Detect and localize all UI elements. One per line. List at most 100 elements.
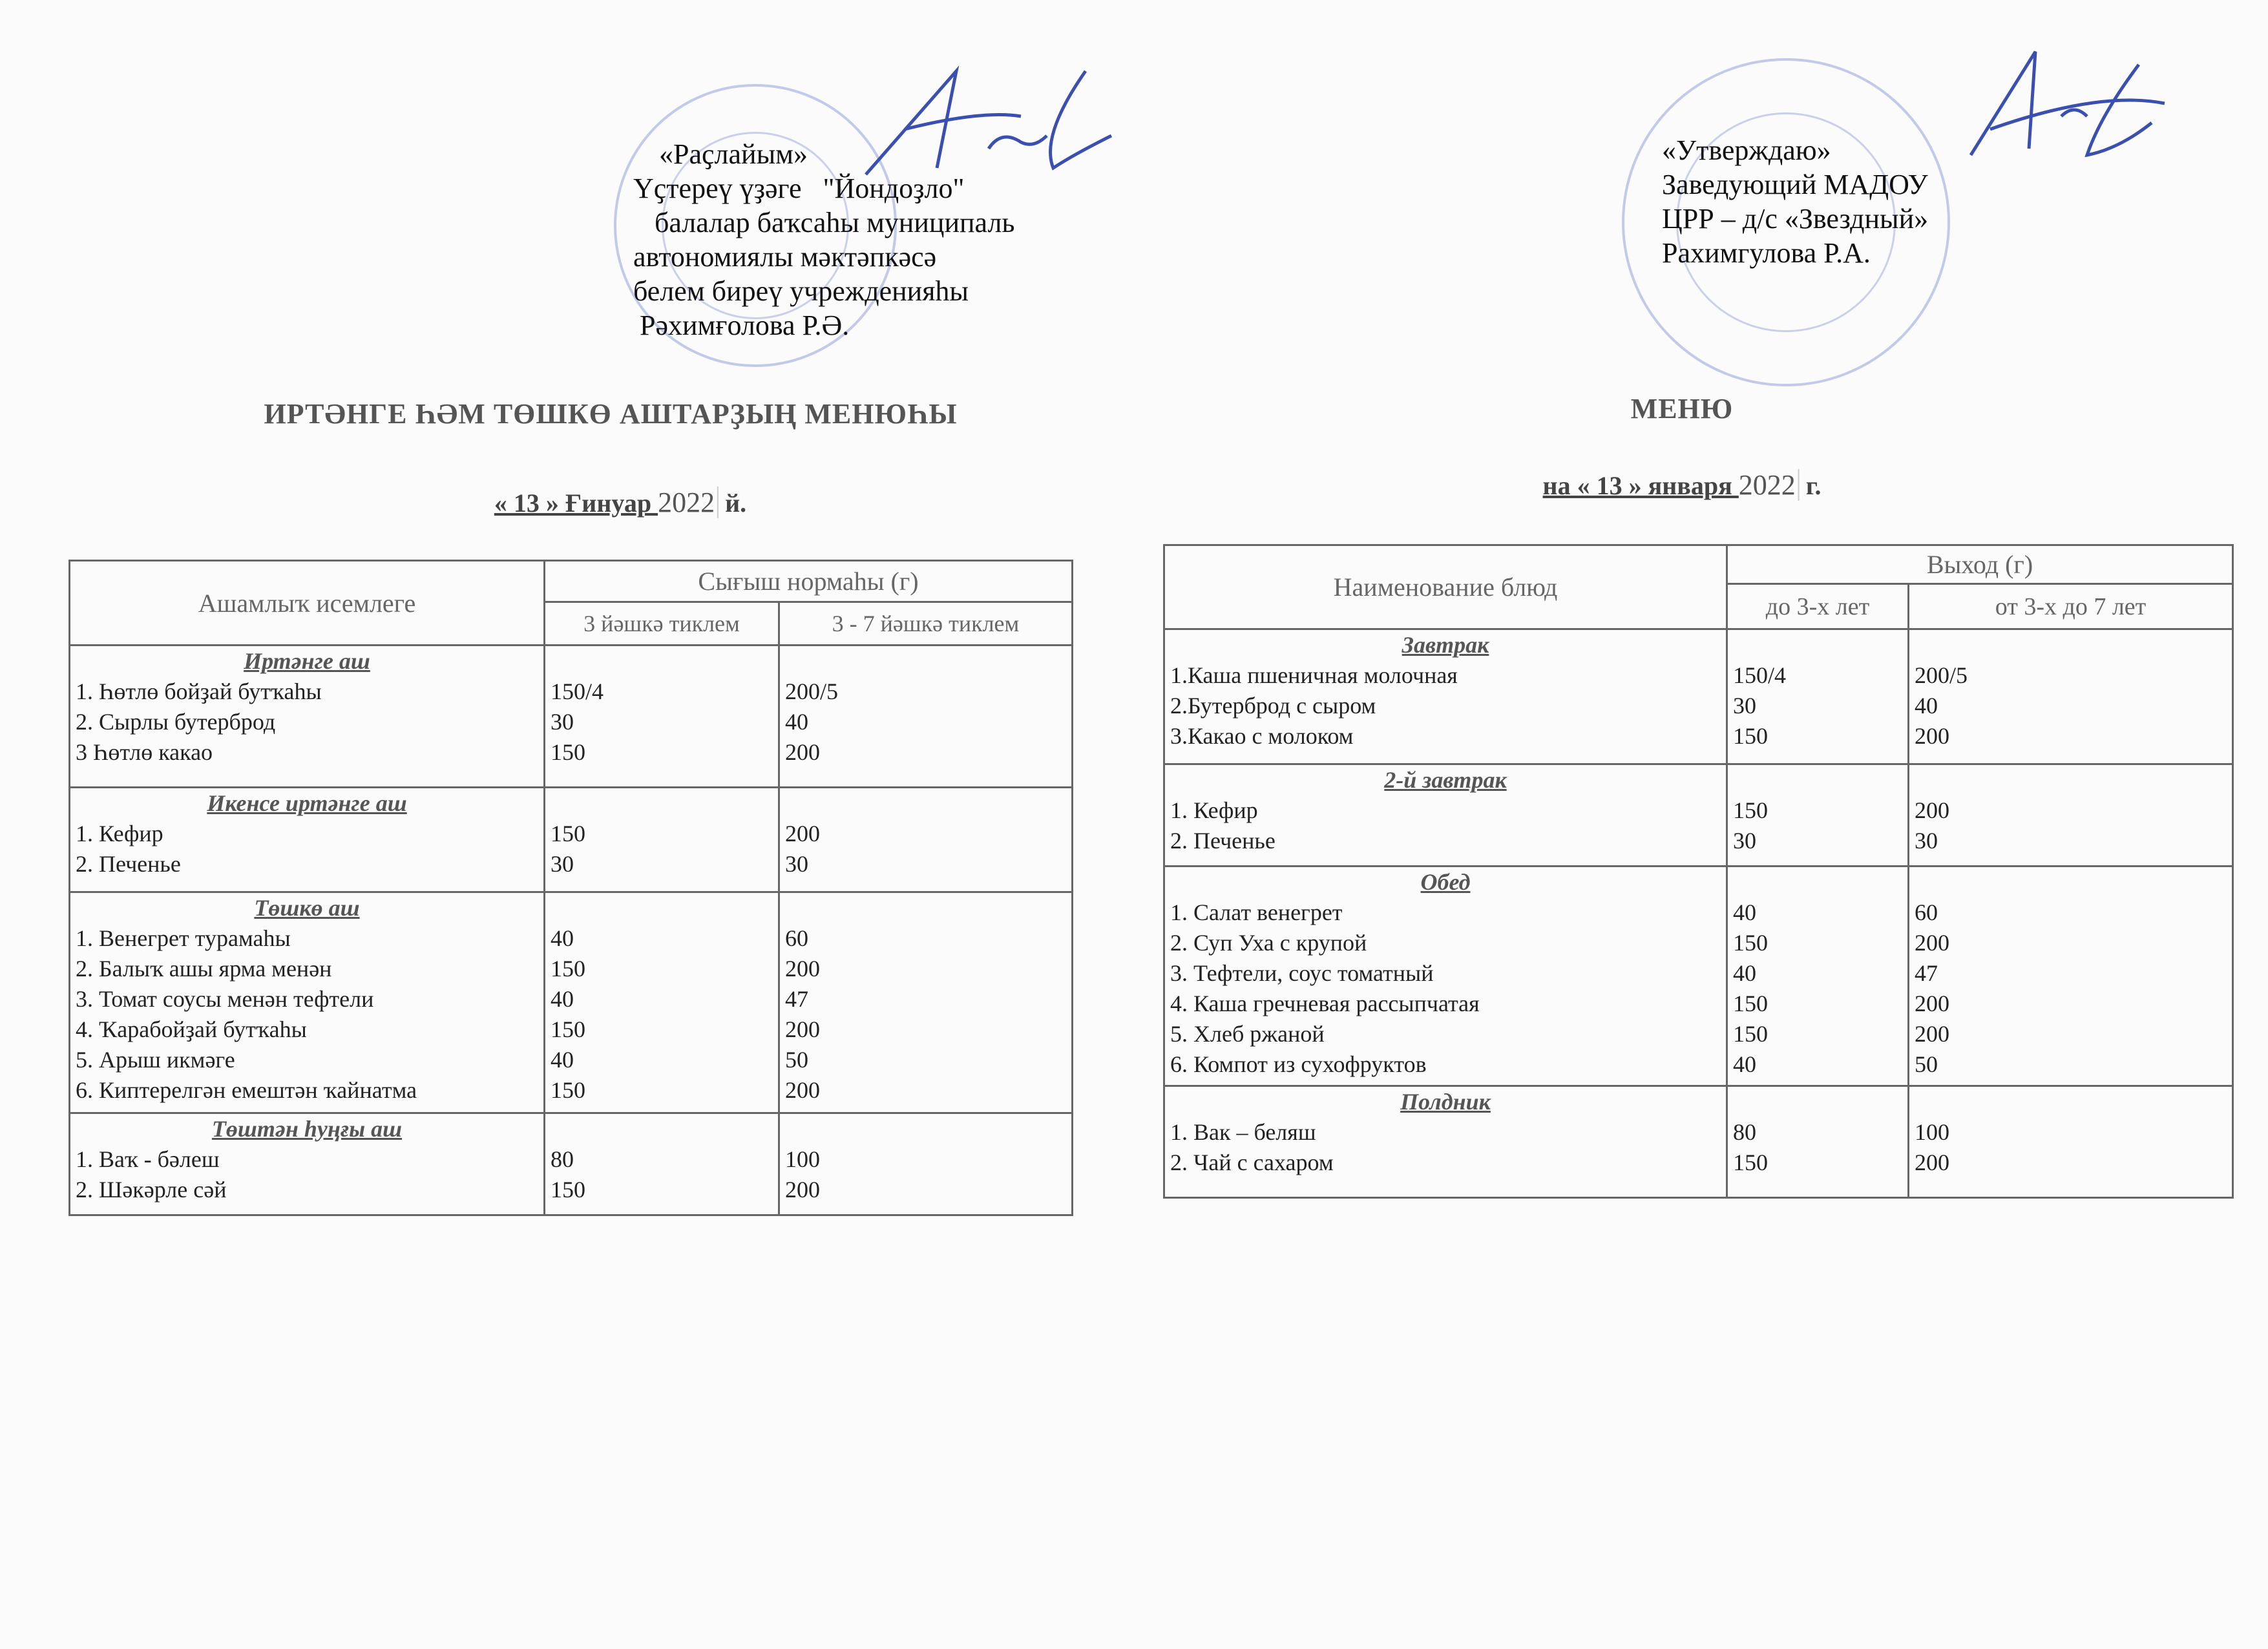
dish-item: 2. Печенье: [1170, 828, 1276, 854]
dish-item: 1. Һөтлө бойҙай бутҡаһы: [76, 678, 322, 704]
output-value: 150: [1733, 1150, 1768, 1175]
section-row: Полдник 1. Вак – беляш 2. Чай с сахаром 80 1…: [1163, 1085, 2234, 1199]
approval-line: автономиялы мәктәпкәсә: [633, 241, 937, 273]
output-value: 40: [1915, 693, 1938, 719]
date-right: на « 13 » января 2022 г.: [1542, 468, 1821, 501]
output-value: 40: [1733, 960, 1756, 986]
output-value: 200: [1915, 797, 1949, 823]
output-value: 200: [785, 821, 820, 846]
output-value: 47: [1915, 960, 1938, 986]
output-value: 80: [1733, 1119, 1756, 1145]
output-cell-a: 40 150 40 150 150 40: [1726, 865, 1909, 1087]
spacer: [1733, 1087, 1902, 1117]
dish-item: 2. Чай с сахаром: [1170, 1150, 1334, 1175]
output-cell-b: 100 200: [1907, 1085, 2234, 1199]
dish-item: 5. Хлеб ржаной: [1170, 1021, 1325, 1047]
section-row: Завтрак 1.Каша пшеничная молочная 2.Бутерб…: [1163, 628, 2234, 765]
menu-table-russian: Наименование блюд Выход (г) до 3-х лет о…: [1163, 544, 2234, 1199]
date-day-month: на « 13 » января: [1542, 471, 1739, 500]
dish-item: 1. Ваҡ - бәлеш: [76, 1146, 220, 1172]
output-value: 150: [551, 739, 585, 765]
spacer: [1915, 1087, 2227, 1117]
dish-item: 1. Кефир: [76, 821, 163, 846]
output-value: 150: [551, 821, 585, 846]
section-title: Төштән һуңғы аш: [211, 1116, 403, 1142]
dish-item: 1. Вак – беляш: [1170, 1119, 1316, 1145]
spacer: [1733, 867, 1902, 898]
spacer: [785, 788, 1066, 819]
dish-item: 6. Компот из сухофруктов: [1170, 1051, 1427, 1077]
section-title: Төшкө аш: [254, 895, 360, 921]
section-row: Икенсе иртәнге аш 1. Кефир 2. Печенье 150 30…: [68, 786, 1073, 893]
output-value: 100: [785, 1146, 820, 1172]
approval-line: Рәхимғолова Р.Ә.: [640, 310, 850, 341]
dish-cell: Иртәнге аш 1. Һөтлө бойҙай бутҡаһы 2. Сырл…: [68, 644, 545, 788]
dish-item: 3. Томат соусы менән тефтели: [76, 986, 374, 1012]
output-value: 150/4: [1733, 662, 1787, 688]
date-day-month: « 13 » Ғинуар: [494, 488, 658, 518]
output-value: 150: [551, 956, 585, 982]
dish-cell: Төшкө аш 1. Венегрет турамаһы 2. Балыҡ ашы…: [68, 891, 545, 1114]
output-value: 80: [551, 1146, 574, 1172]
output-value: 60: [785, 925, 808, 951]
output-value: 200/5: [785, 678, 839, 704]
section-row: Төштән һуңғы аш 1. Ваҡ - бәлеш 2. Шәкәрле …: [68, 1112, 1073, 1216]
header-age-b: от 3-х до 7 лет: [1907, 583, 2234, 630]
output-value: 150: [551, 1177, 585, 1203]
approval-block-right: «Утверждаю» Заведующий МАДОУ ЦРР – д/с «Зв…: [1662, 133, 1928, 270]
output-value: 30: [1733, 693, 1756, 719]
section-title: Икенсе иртәнге аш: [207, 790, 407, 816]
section-title: Завтрак: [1402, 632, 1489, 658]
date-year: 2022: [1738, 469, 1800, 501]
output-value: 150: [1733, 930, 1768, 956]
spacer: [551, 788, 773, 819]
section-title: Полдник: [1400, 1089, 1491, 1115]
dish-item: 2.Бутерброд с сыром: [1170, 693, 1376, 719]
approval-line: Заведующий МАДОУ: [1662, 169, 1928, 200]
output-value: 40: [551, 1047, 574, 1073]
dish-item: 1.Каша пшеничная молочная: [1170, 662, 1458, 688]
dish-item: 4. Ҡарабойҙай бутҡаһы: [76, 1016, 307, 1042]
section-title: Обед: [1420, 869, 1471, 895]
output-value: 200: [1915, 1150, 1949, 1175]
output-cell-b: 200 30: [778, 786, 1073, 893]
output-value: 200: [1915, 723, 1949, 749]
approval-line: балалар баҡсаһы муниципаль: [633, 207, 1015, 238]
dish-item: 3.Какао с молоком: [1170, 723, 1354, 749]
output-value: 40: [785, 709, 808, 735]
output-value: 40: [1733, 1051, 1756, 1077]
output-value: 200: [785, 956, 820, 982]
dish-item: 5. Арыш икмәге: [76, 1047, 235, 1073]
dish-item: 2. Сырлы бутерброд: [76, 709, 276, 735]
output-value: 40: [551, 986, 574, 1012]
date-suffix: й.: [719, 488, 747, 518]
output-value: 100: [1915, 1119, 1949, 1145]
output-value: 40: [551, 925, 574, 951]
page-title-left: ИРТӘНГЕ ҺӘМ ТӨШКӨ АШТАРҘЫҢ МЕНЮҺЫ: [264, 398, 958, 430]
output-value: 30: [1915, 828, 1938, 854]
output-cell-a: 150 30: [543, 786, 780, 893]
output-cell-a: 150/4 30 150: [543, 644, 780, 788]
section-row: 2-й завтрак 1. Кефир 2. Печенье 150 30 200 30: [1163, 763, 2234, 867]
header-age-a: до 3-х лет: [1726, 583, 1909, 630]
output-value: 200: [1915, 991, 1949, 1016]
dish-cell: Икенсе иртәнге аш 1. Кефир 2. Печенье: [68, 786, 545, 893]
spacer: [551, 646, 773, 677]
section-row: Төшкө аш 1. Венегрет турамаһы 2. Балыҡ ашы…: [68, 891, 1073, 1114]
header-age-a: 3 йәшкә тиклем: [543, 601, 780, 646]
output-value: 200: [785, 1016, 820, 1042]
output-cell-a: 150/4 30 150: [1726, 628, 1909, 765]
dish-item: 6. Киптерелгән емештән ҡайнатма: [76, 1077, 417, 1103]
spacer: [785, 893, 1066, 923]
official-stamp-right: [1622, 58, 1950, 386]
official-stamp-left: [614, 84, 897, 367]
spacer: [551, 1114, 773, 1144]
spacer: [1915, 765, 2227, 795]
signature-left: [865, 65, 1113, 176]
output-value: 150: [1733, 797, 1768, 823]
dish-cell: Төштән һуңғы аш 1. Ваҡ - бәлеш 2. Шәкәрле …: [68, 1112, 545, 1216]
spacer: [1915, 867, 2227, 898]
output-value: 150: [1733, 991, 1768, 1016]
output-cell-b: 200 30: [1907, 763, 2234, 867]
output-value: 200: [1915, 1021, 1949, 1047]
